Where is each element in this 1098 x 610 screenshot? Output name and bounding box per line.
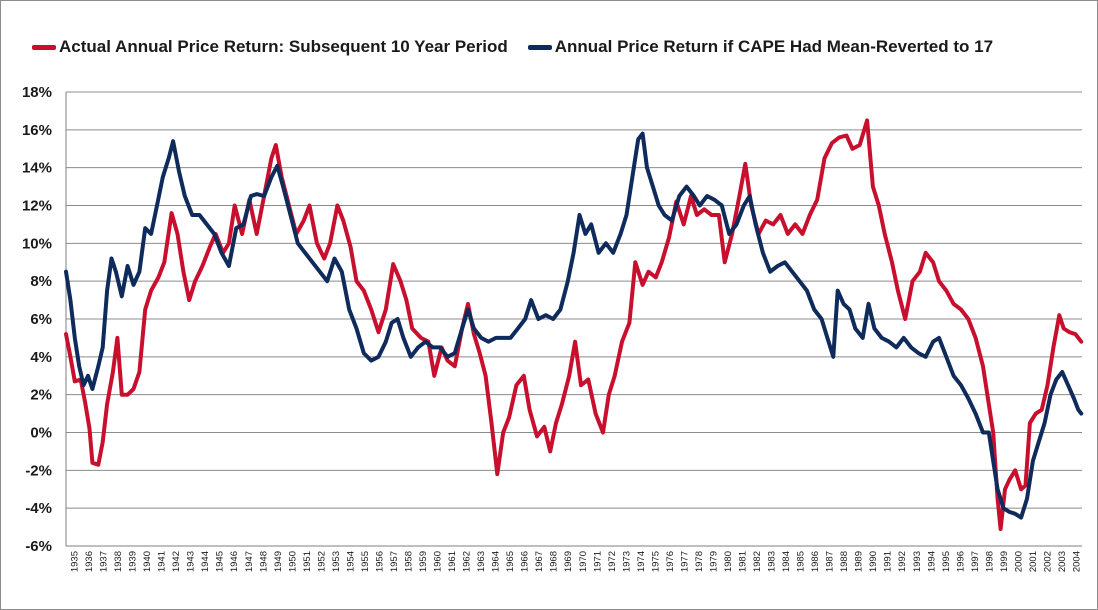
y-tick-label: -2% <box>25 462 52 479</box>
y-tick-label: 18% <box>22 84 52 101</box>
legend-swatch-actual-return <box>32 44 56 50</box>
y-tick-label: 2% <box>30 387 52 404</box>
y-tick-label: 0% <box>30 425 52 442</box>
legend-label-cape-return: Annual Price Return if CAPE Had Mean-Rev… <box>554 37 994 56</box>
x-tick-label: 1939 <box>128 551 139 572</box>
x-tick-label: 2000 <box>1013 551 1024 572</box>
y-tick-label: -4% <box>25 500 52 517</box>
x-tick-label: 1971 <box>592 551 603 572</box>
x-tick-label: 1938 <box>113 551 124 572</box>
x-tick-label: 1996 <box>955 551 966 572</box>
legend-label-actual-return: Actual Annual Price Return: Subsequent 1… <box>59 37 508 56</box>
x-tick-label: 1956 <box>374 551 385 572</box>
x-tick-label: 1947 <box>244 551 255 572</box>
x-tick-label: 1987 <box>825 551 836 572</box>
x-tick-label: 1958 <box>404 551 415 572</box>
series-line-actual-return <box>64 118 1084 531</box>
x-tick-label: 1952 <box>316 551 327 572</box>
x-tick-label: 1949 <box>273 551 284 572</box>
x-tick-label: 1963 <box>476 551 487 572</box>
legend-item-actual-return: Actual Annual Price Return: Subsequent 1… <box>32 37 508 57</box>
x-tick-label: 1943 <box>186 551 197 572</box>
x-tick-label: 1993 <box>912 551 923 572</box>
x-tick-label: 1986 <box>810 551 821 572</box>
x-tick-label: 1973 <box>621 551 632 572</box>
legend-item-cape-return: Annual Price Return if CAPE Had Mean-Rev… <box>527 37 994 57</box>
x-tick-label: 1978 <box>694 551 705 572</box>
x-tick-label: 1991 <box>883 551 894 572</box>
x-tick-label: 1951 <box>302 551 313 572</box>
x-tick-label: 1999 <box>999 551 1010 572</box>
x-axis: 1935 1936 1937 1938 1939 1940 1941 1942 1943 1944… <box>70 551 1083 572</box>
x-tick-label: 1959 <box>418 551 429 572</box>
x-tick-label: 1948 <box>258 551 269 572</box>
series-lines <box>64 118 1084 531</box>
x-tick-label: 1968 <box>549 551 560 572</box>
series-line-cape-return <box>64 131 1084 520</box>
x-tick-label: 1969 <box>563 551 574 572</box>
x-tick-label: 1979 <box>708 551 719 572</box>
x-tick-label: 1974 <box>636 551 647 572</box>
x-tick-label: 1976 <box>665 551 676 572</box>
x-tick-label: 1995 <box>941 551 952 572</box>
x-tick-label: 1942 <box>171 551 182 572</box>
x-tick-label: 1975 <box>650 551 661 572</box>
x-tick-label: 1946 <box>229 551 240 572</box>
y-tick-label: 12% <box>22 198 52 215</box>
chart-legend: Actual Annual Price Return: Subsequent 1… <box>32 36 1013 58</box>
x-tick-label: 2001 <box>1028 551 1039 572</box>
x-tick-label: 1998 <box>984 551 995 572</box>
x-tick-label: 1989 <box>854 551 865 572</box>
x-tick-label: 1985 <box>796 551 807 572</box>
y-tick-label: 6% <box>30 311 52 328</box>
x-tick-label: 1955 <box>360 551 371 572</box>
x-tick-label: 1935 <box>70 551 81 572</box>
x-tick-label: 1940 <box>142 551 153 572</box>
legend-swatch-cape-return <box>527 44 552 50</box>
x-tick-label: 1983 <box>767 551 778 572</box>
x-tick-label: 1981 <box>738 551 749 572</box>
x-tick-label: 1988 <box>839 551 850 572</box>
gridlines <box>66 91 1082 547</box>
x-tick-label: 1980 <box>723 551 734 572</box>
x-tick-label: 1966 <box>520 551 531 572</box>
x-tick-label: 1954 <box>345 551 356 572</box>
x-tick-label: 2002 <box>1042 551 1053 572</box>
x-tick-label: 1957 <box>389 551 400 572</box>
x-tick-label: 1982 <box>752 551 763 572</box>
x-tick-label: 1944 <box>200 551 211 572</box>
x-tick-label: 1997 <box>970 551 981 572</box>
x-tick-label: 1984 <box>781 551 792 572</box>
x-tick-label: 1941 <box>157 551 168 572</box>
x-tick-label: 1972 <box>607 551 618 572</box>
x-tick-label: 2004 <box>1072 551 1083 572</box>
y-tick-label: 16% <box>22 122 52 139</box>
x-tick-label: 1964 <box>491 551 502 572</box>
x-tick-label: 1936 <box>84 551 95 572</box>
x-tick-label: 1970 <box>578 551 589 572</box>
x-tick-label: 1967 <box>534 551 545 572</box>
x-tick-label: 1960 <box>433 551 444 572</box>
x-tick-label: 1994 <box>926 551 937 572</box>
y-tick-label: 14% <box>22 160 52 177</box>
x-tick-label: 1990 <box>868 551 879 572</box>
x-tick-label: 1965 <box>505 551 516 572</box>
x-tick-label: 1953 <box>331 551 342 572</box>
x-tick-label: 2003 <box>1057 551 1068 572</box>
x-tick-label: 1961 <box>447 551 458 572</box>
x-tick-label: 1950 <box>287 551 298 572</box>
y-axis: 18% 16% 14% 12% 10% 8% 6% 4% 2% 0% -2% -4% -6% <box>22 84 67 555</box>
x-tick-label: 1937 <box>99 551 110 572</box>
y-tick-label: 8% <box>30 273 52 290</box>
x-tick-label: 1977 <box>679 551 690 572</box>
x-tick-label: 1992 <box>897 551 908 572</box>
x-tick-label: 1962 <box>462 551 473 572</box>
y-tick-label: 10% <box>22 235 52 252</box>
y-tick-label: -6% <box>25 538 52 555</box>
x-tick-label: 1945 <box>215 551 226 572</box>
y-tick-label: 4% <box>30 349 52 366</box>
